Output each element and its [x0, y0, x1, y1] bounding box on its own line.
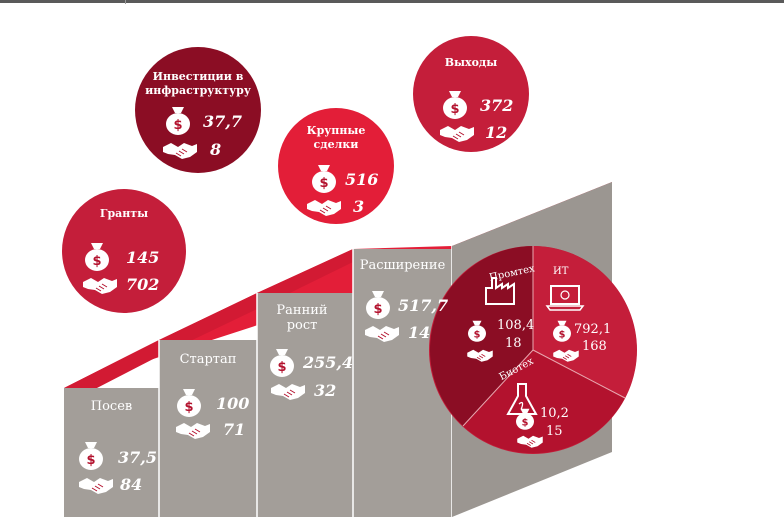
step-amount-startup: 100 [216, 394, 250, 413]
factory-icon [485, 277, 515, 305]
circle-exits [413, 36, 529, 152]
circle-amount-infrastructure: 37,7 [203, 112, 242, 131]
step-label-startup: Стартап [179, 352, 237, 367]
circle-large-deals [278, 108, 394, 224]
step-label-expansion: Расширение [359, 258, 446, 273]
circle-count-grants: 702 [126, 275, 160, 294]
sector-count-promtech: 18 [505, 336, 522, 351]
circle-label-large-deals: Крупные сделки [306, 124, 366, 151]
stair-top-face [64, 182, 612, 388]
step-count-seed: 84 [120, 475, 143, 494]
sector-amount-promtech: 108,4 [497, 318, 535, 333]
circle-label-infrastructure: Инвестиции в инфраструктуру [145, 70, 251, 97]
step-count-early-growth: 32 [314, 381, 337, 400]
step-amount-seed: 37,5 [118, 448, 157, 467]
step-label-early-growth: Ранний рост [276, 303, 328, 333]
sector-label-it: ИТ [553, 266, 569, 277]
circle-count-infrastructure: 8 [210, 140, 222, 159]
sector-biotech [463, 350, 625, 454]
sector-amount-biotech: 10,2 [540, 406, 569, 421]
step-wall-early-growth [257, 293, 353, 517]
circle-count-exits: 12 [485, 123, 508, 142]
circle-amount-exits: 372 [480, 96, 514, 115]
sector-count-it: 168 [582, 339, 607, 354]
sector-it [533, 246, 637, 398]
circle-infrastructure [135, 47, 261, 173]
laptop-icon [545, 285, 585, 311]
circle-amount-grants: 145 [126, 248, 160, 267]
circle-label-grants: Гранты [99, 207, 149, 220]
step-label-seed: Посев [90, 399, 133, 414]
circle-amount-large-deals: 516 [345, 170, 379, 189]
top-rule [0, 0, 784, 3]
step-amount-early-growth: 255,4 [303, 353, 354, 372]
circle-count-large-deals: 3 [353, 197, 365, 216]
step-wall-seed [64, 388, 159, 517]
sector-count-biotech: 15 [546, 424, 563, 439]
sector-amount-it: 792,1 [574, 322, 612, 337]
step-amount-expansion: 517,7 [398, 296, 449, 315]
step-count-startup: 71 [223, 420, 246, 439]
circle-label-exits: Выходы [444, 56, 498, 69]
step-count-expansion: 14 [408, 323, 431, 342]
top-rule-tick [125, 0, 126, 4]
